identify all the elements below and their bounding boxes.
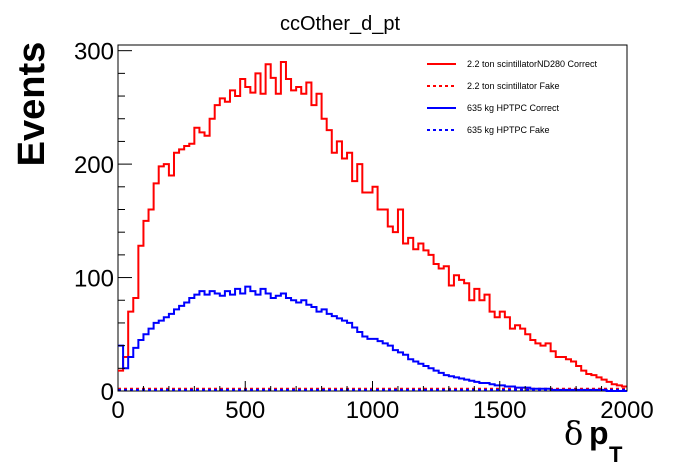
x-tick-label: 1500: [473, 397, 526, 424]
x-axis-label: δ p T: [564, 414, 623, 467]
y-tick-label: 100: [74, 266, 114, 293]
legend-label: 2.2 ton scintillator Fake: [467, 81, 560, 91]
y-tick-label: 200: [74, 152, 114, 179]
legend-label: 635 kg HPTPC Correct: [467, 103, 560, 113]
x-tick-label: 0: [111, 397, 124, 424]
chart-title: ccOther_d_pt: [280, 13, 401, 35]
y-axis-label: Events: [11, 42, 53, 167]
legend-label: 635 kg HPTPC Fake: [467, 125, 550, 135]
series-line-1: [118, 61, 627, 388]
x-axis-label-main: p: [589, 415, 609, 451]
x-axis-label-symbol: δ: [564, 414, 583, 452]
axis-layer: 0 500 1000 1500 2000 0 100 200 300: [74, 39, 654, 424]
x-tick-label: 500: [225, 397, 265, 424]
legend: 2.2 ton scintillatorND280 Correct 2.2 ton…: [427, 59, 598, 135]
y-tick-label: 0: [101, 379, 114, 406]
legend-label: 2.2 ton scintillatorND280 Correct: [467, 59, 598, 69]
x-tick-label: 1000: [346, 397, 399, 424]
y-tick-label: 300: [74, 39, 114, 66]
series-line-3: [118, 285, 627, 392]
x-tick-label: 2000: [600, 397, 653, 424]
x-axis-label-sub: T: [609, 442, 623, 467]
